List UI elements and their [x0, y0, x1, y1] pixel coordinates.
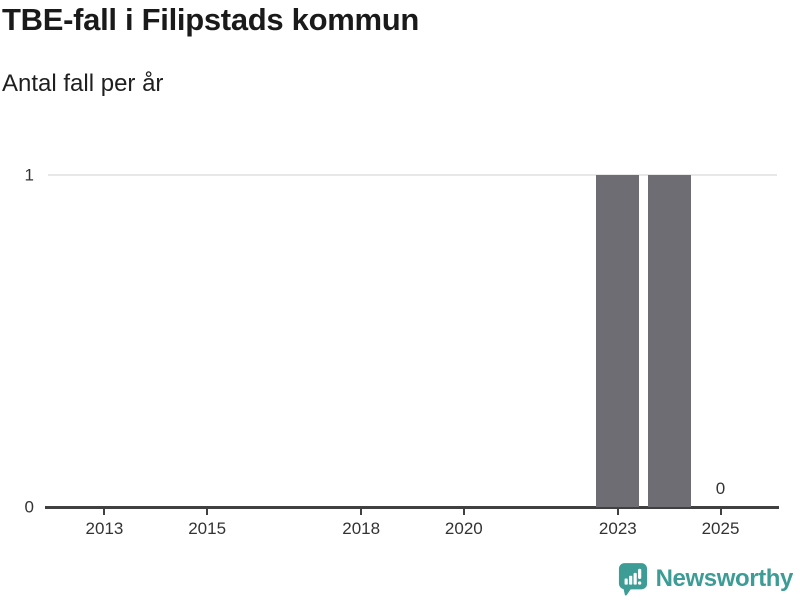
x-axis-tick-label: 2025 — [701, 519, 740, 538]
chart-subtitle: Antal fall per år — [2, 70, 164, 97]
x-axis-tick — [462, 509, 465, 515]
newsworthy-branding: Newsworthy — [618, 562, 793, 596]
x-axis-tick — [616, 509, 619, 515]
y-axis-tick-label: 0 — [24, 497, 34, 517]
newsworthy-logo-icon — [618, 562, 648, 596]
bar-value-label: 0 — [715, 479, 726, 498]
x-axis-tick-label: 2018 — [342, 519, 381, 538]
chart-title: TBE-fall i Filipstads kommun — [2, 2, 420, 37]
y-axis-tick-label: 1 — [24, 165, 34, 185]
x-axis-tick-label: 2015 — [188, 519, 227, 538]
bar-2023 — [596, 175, 640, 507]
x-axis-tick-label: 2023 — [598, 519, 637, 538]
x-axis-tick — [719, 509, 722, 515]
x-axis-line — [45, 506, 779, 509]
bar-2024 — [647, 175, 691, 507]
x-axis-tick — [103, 509, 106, 515]
x-axis-tick — [206, 509, 209, 515]
newsworthy-wordmark: Newsworthy — [655, 565, 794, 592]
x-axis-tick-label: 2013 — [85, 519, 124, 538]
x-axis-tick — [360, 509, 363, 515]
x-axis-tick-label: 2020 — [444, 519, 483, 538]
gridline-y-1 — [48, 174, 777, 176]
